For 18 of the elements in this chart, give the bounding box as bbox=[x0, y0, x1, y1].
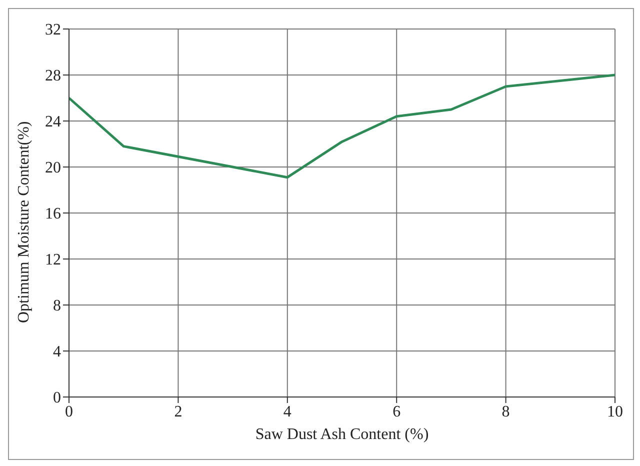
y-tick-label: 16 bbox=[45, 206, 61, 223]
y-tick-label: 28 bbox=[45, 68, 61, 85]
y-tick-label: 12 bbox=[45, 252, 61, 269]
x-tick-label: 10 bbox=[607, 403, 623, 420]
y-tick-label: 24 bbox=[45, 114, 61, 131]
x-tick-label: 6 bbox=[392, 403, 401, 420]
x-tick-label: 8 bbox=[502, 403, 510, 420]
x-tick-label: 0 bbox=[65, 403, 73, 420]
x-axis-title: Saw Dust Ash Content (%) bbox=[255, 426, 429, 443]
y-axis-title: Optimum Moisture Content(%) bbox=[16, 121, 33, 323]
x-tick-label: 4 bbox=[283, 403, 292, 420]
line-series bbox=[69, 74, 615, 179]
y-tick-label: 0 bbox=[53, 390, 61, 407]
y-tick-label: 20 bbox=[45, 160, 61, 177]
y-tick-label: 32 bbox=[45, 22, 61, 39]
y-tick-label: 4 bbox=[53, 344, 61, 361]
y-tick-label: 8 bbox=[53, 298, 61, 315]
x-tick-label: 2 bbox=[174, 403, 182, 420]
